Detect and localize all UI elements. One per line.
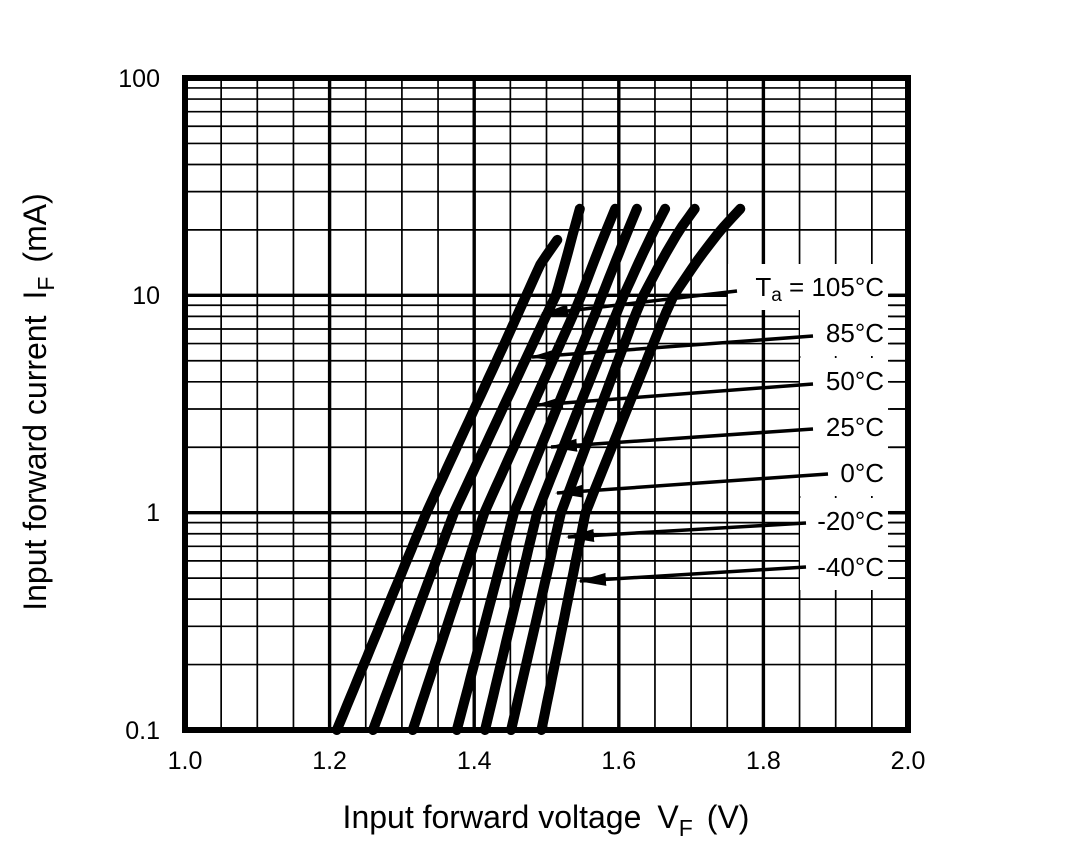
x-tick-1p8: 1.8 <box>746 747 781 775</box>
legend-label-background <box>800 544 888 590</box>
x-tick-1p4: 1.4 <box>457 747 492 775</box>
legend-label-text: -40°C <box>817 552 884 582</box>
legend-label-background <box>728 264 888 310</box>
curve-0C <box>480 203 671 735</box>
legend-label-text: 50°C <box>826 366 884 396</box>
x-axis-title-text: Input forward voltage <box>343 799 642 835</box>
legend-label-background <box>800 404 888 450</box>
legend-label--40°C: -40°C <box>817 552 884 582</box>
y-axis-title-symbol: I <box>17 291 53 300</box>
x-tick-1p0: 1.0 <box>168 747 203 775</box>
legend-label-text: -20°C <box>817 506 884 536</box>
legend-arrow-25°C <box>549 427 814 452</box>
x-axis-title-symbol: V <box>657 799 679 835</box>
y-axis-title-unit: (mA) <box>17 193 53 262</box>
x-axis-tick-labels: 1.0 1.2 1.4 1.6 1.8 2.0 <box>168 747 926 775</box>
x-axis-title: Input forward voltage VF (V) <box>343 799 750 841</box>
legend-label-text: 25°C <box>826 412 884 442</box>
curve-105C <box>331 234 563 735</box>
legend: Ta = 105°C 85°C 50°C 25°C 0°C -20°C -40°C <box>530 272 884 586</box>
legend-label-Ta = 105°C: Ta = 105°C <box>755 272 884 306</box>
y-axis-title-text: Input forward current <box>17 315 53 610</box>
legend-label-background <box>800 310 888 356</box>
legend-label-background <box>800 498 888 544</box>
legend-arrow-Ta = 105°C <box>540 289 738 318</box>
legend-arrow--20°C <box>566 521 807 542</box>
curve--40C <box>536 203 746 735</box>
x-tick-1p2: 1.2 <box>312 747 347 775</box>
legend-label--20°C: -20°C <box>817 506 884 536</box>
x-tick-1p6: 1.6 <box>601 747 636 775</box>
legend-arrow-85°C <box>530 334 814 362</box>
legend-label-50°C: 50°C <box>826 366 884 396</box>
legend-label-background <box>800 450 888 496</box>
y-axis-title-subscript: F <box>33 277 59 291</box>
curve--20C <box>506 203 700 735</box>
legend-label-text: T <box>755 272 771 302</box>
y-tick-0p1: 0.1 <box>125 717 160 745</box>
legend-label-25°C: 25°C <box>826 412 884 442</box>
y-axis-tick-labels: 100 10 1 0.1 <box>118 65 160 745</box>
curve-85C <box>368 203 585 735</box>
curve-50C <box>407 203 621 735</box>
legend-label-backgrounds <box>728 264 888 590</box>
legend-label-subscript: a <box>771 285 782 306</box>
legend-label-0°C: 0°C <box>840 458 884 488</box>
right-border-tick-stubs <box>890 293 905 579</box>
x-axis-title-subscript: F <box>679 815 693 841</box>
legend-arrow-0°C <box>555 472 829 498</box>
legend-label-background <box>800 358 888 404</box>
x-tick-2p0: 2.0 <box>891 747 926 775</box>
legend-label-text: 0°C <box>840 458 884 488</box>
legend-label-text: 85°C <box>826 318 884 348</box>
legend-label-text: = 105°C <box>782 272 884 302</box>
y-tick-1: 1 <box>146 499 160 527</box>
y-tick-100: 100 <box>118 65 160 93</box>
y-axis-title: Input forward current IF (mA) <box>17 193 59 611</box>
legend-arrow-50°C <box>535 382 814 410</box>
y-tick-10: 10 <box>132 282 160 310</box>
temperature-curves <box>331 203 746 735</box>
x-axis-title-unit: (V) <box>707 799 750 835</box>
legend-arrow--40°C <box>578 565 807 586</box>
legend-label-85°C: 85°C <box>826 318 884 348</box>
curve-25C <box>451 203 642 735</box>
